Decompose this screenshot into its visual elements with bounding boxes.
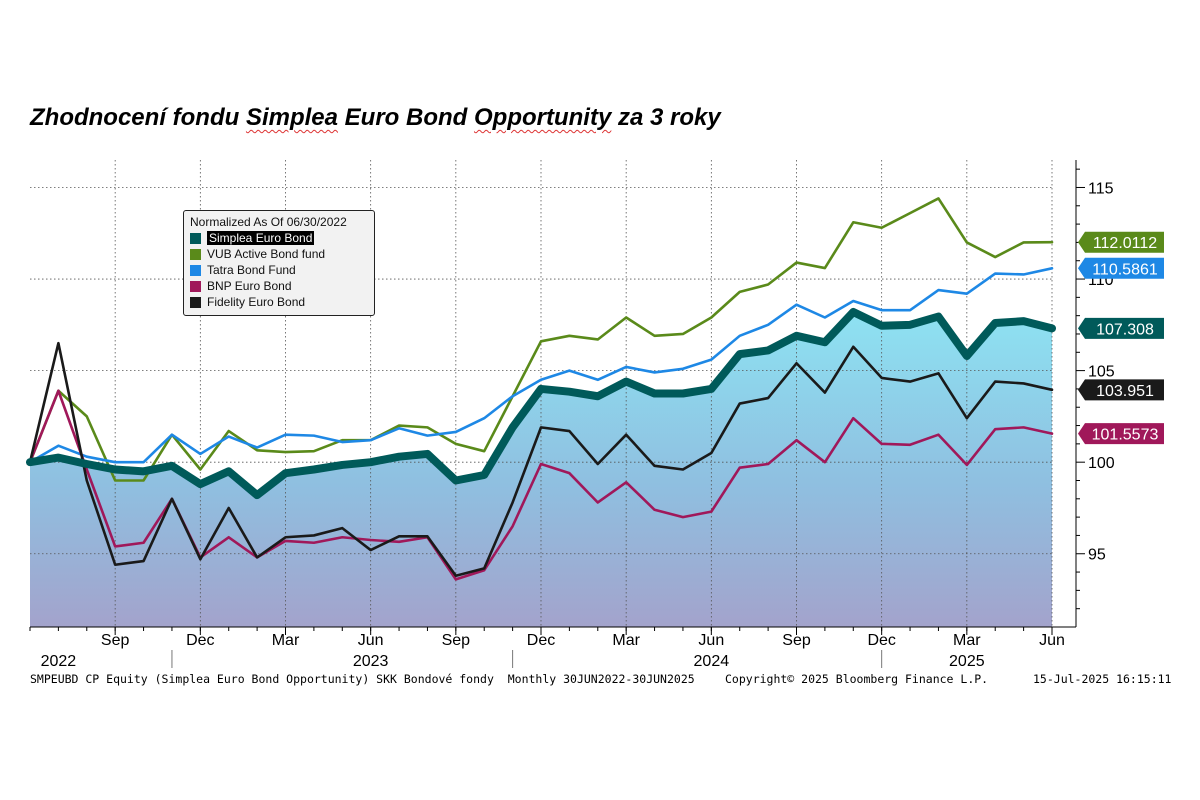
series-line-simplea-euro-bond [26, 308, 1056, 500]
x-year-label-2022: 2022 [41, 653, 77, 670]
legend-item: BNP Euro Bond [190, 278, 368, 294]
value-tag-fidelity-euro-bond [1078, 379, 1164, 401]
x-tick-label-2022-09: Sep [101, 632, 130, 649]
y-tick-label-115: 115 [1088, 180, 1114, 197]
y-tick-label-95: 95 [1088, 547, 1106, 564]
title-part-3: Euro Bond [338, 104, 474, 131]
legend-label: Fidelity Euro Bond [207, 295, 306, 309]
x-tick-label-2024-06: Jun [698, 632, 724, 649]
x-tick-label-2025-03: Mar [953, 632, 981, 649]
x-tick-label-2023-09: Sep [442, 632, 471, 649]
legend-item: Tatra Bond Fund [190, 262, 368, 278]
chart-legend: Normalized As Of 06/30/2022 Simplea Euro… [183, 210, 375, 316]
series-line-fidelity-euro-bond [28, 341, 1054, 578]
footer-timestamp: 15-Jul-2025 16:15:11 [1033, 672, 1172, 686]
series-line-tatra-bond-fund [28, 267, 1054, 464]
x-year-label-2025: 2025 [949, 653, 985, 670]
value-tag-label: 112.0112 [1093, 235, 1157, 252]
legend-swatch [190, 232, 201, 244]
value-tag-label: 101.5573 [1092, 427, 1159, 444]
title-part-4: Opportunity [473, 104, 612, 131]
legend-label: Simplea Euro Bond [207, 231, 315, 245]
footer-copyright: Copyright© 2025 Bloomberg Finance L.P. [725, 672, 989, 686]
legend-swatch [190, 280, 201, 292]
y-tick-label-100: 100 [1088, 455, 1115, 472]
x-tick-label-2025-06: Jun [1039, 632, 1065, 649]
legend-label: Tatra Bond Fund [207, 263, 296, 277]
legend-item: Fidelity Euro Bond [190, 294, 368, 310]
legend-label: BNP Euro Bond [207, 279, 292, 293]
chart-title: Zhodnocení fondu Simplea Euro Bond Oppor… [30, 104, 721, 132]
title-part-1: Zhodnocení fondu [30, 104, 246, 131]
value-tag-label: 110.5861 [1092, 261, 1158, 278]
value-tag-tatra-bond-fund [1078, 257, 1164, 279]
x-tick-label-2023-03: Mar [272, 632, 300, 649]
series-line-vub-active-bond-fund [28, 197, 1054, 482]
x-tick-label-2024-09: Sep [782, 632, 811, 649]
value-tag-label: 103.951 [1096, 383, 1154, 400]
x-tick-label-2024-12: Dec [867, 632, 895, 649]
x-tick-label-2023-12: Dec [527, 632, 555, 649]
legend-swatch [190, 264, 201, 276]
legend-label: VUB Active Bond fund [207, 247, 326, 261]
value-tag-vub-active-bond-fund [1078, 231, 1164, 253]
title-part-2: Simplea [245, 104, 338, 131]
value-tag-bnp-euro-bond [1078, 423, 1164, 445]
value-tag-simplea-euro-bond [1078, 317, 1164, 339]
title-part-5: za 3 roky [611, 104, 721, 131]
legend-swatch [190, 296, 201, 308]
footer-source: SMPEUBD CP Equity (Simplea Euro Bond Opp… [30, 672, 695, 686]
legend-header: Normalized As Of 06/30/2022 [190, 215, 347, 229]
legend-item: Simplea Euro Bond [190, 230, 368, 246]
x-tick-label-2022-12: Dec [186, 632, 214, 649]
value-tag-label: 107.308 [1096, 321, 1154, 338]
legend-swatch [190, 248, 201, 260]
x-year-label-2023: 2023 [353, 653, 389, 670]
x-year-label-2024: 2024 [694, 653, 730, 670]
x-tick-label-2024-03: Mar [612, 632, 640, 649]
x-tick-label-2023-06: Jun [358, 632, 384, 649]
legend-item: VUB Active Bond fund [190, 246, 368, 262]
y-tick-label-105: 105 [1088, 364, 1115, 381]
